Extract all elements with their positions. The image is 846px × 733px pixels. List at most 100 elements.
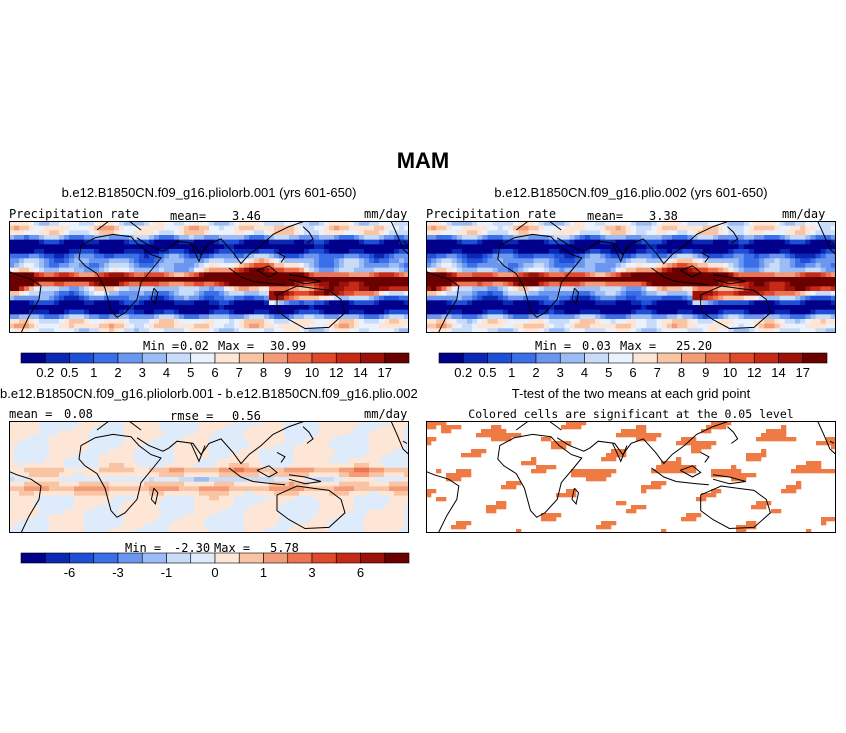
diff-cell xyxy=(159,449,165,455)
diff-cell xyxy=(239,467,245,473)
precip-cell xyxy=(595,235,601,241)
precip-cell xyxy=(754,319,760,325)
precip-cell xyxy=(344,286,350,292)
diff-cell xyxy=(144,421,150,427)
precip-cell xyxy=(723,239,729,245)
diff-cell xyxy=(14,458,20,464)
precip-cell xyxy=(109,300,115,306)
precip-cell xyxy=(574,221,581,227)
precip-cell xyxy=(549,263,555,269)
precip-cell xyxy=(754,253,760,259)
diff-cell xyxy=(179,458,185,464)
diff-cell xyxy=(324,449,330,455)
precip-cell xyxy=(451,235,458,241)
precip-cell xyxy=(502,314,509,320)
precip-cell xyxy=(244,263,250,269)
precip-cell xyxy=(431,253,437,259)
precip-cell xyxy=(249,272,255,278)
precip-cell xyxy=(224,235,230,241)
precip-cell xyxy=(549,272,555,278)
precip-cell xyxy=(605,319,611,325)
precip-cell xyxy=(620,239,627,245)
precip-cell xyxy=(625,258,632,264)
precip-cell xyxy=(364,305,370,311)
precip-cell xyxy=(374,258,380,264)
precip-cell xyxy=(584,309,591,315)
precip-cell xyxy=(641,328,647,334)
precip-cell xyxy=(349,258,355,264)
precip-cell xyxy=(559,239,565,245)
precip-cell xyxy=(374,253,380,259)
precip-cell xyxy=(549,314,555,320)
precip-cell xyxy=(692,309,699,315)
diff-cell xyxy=(194,421,200,427)
diff-cell xyxy=(189,421,195,427)
precip-cell xyxy=(533,281,540,287)
precip-cell xyxy=(399,328,405,334)
precip-cell xyxy=(774,244,781,250)
precip-cell xyxy=(461,235,468,241)
precip-cell xyxy=(399,314,405,320)
precip-cell xyxy=(14,323,20,329)
diff-cell xyxy=(319,458,325,464)
precip-cell xyxy=(204,225,210,231)
precip-cell xyxy=(820,323,827,329)
precip-cell xyxy=(179,267,185,273)
precip-cell xyxy=(574,239,581,245)
precip-cell xyxy=(54,305,60,311)
precip-cell xyxy=(119,258,125,264)
precip-cell xyxy=(600,235,606,241)
precip-cell xyxy=(584,295,591,301)
precip-cell xyxy=(309,328,315,334)
precip-cell xyxy=(174,305,180,311)
precip-cell xyxy=(134,249,140,255)
diff-cell xyxy=(194,430,200,436)
precip-cell xyxy=(661,272,668,278)
diff-cell xyxy=(44,439,50,445)
precip-cell xyxy=(769,230,775,236)
precip-cell xyxy=(219,267,225,273)
precip-cell xyxy=(513,319,519,325)
precip-cell xyxy=(687,281,693,287)
diff-cell xyxy=(334,421,340,427)
precip-cell xyxy=(830,235,837,241)
precip-cell xyxy=(467,263,473,269)
precip-cell xyxy=(404,291,410,297)
precip-cell xyxy=(284,295,290,301)
precip-cell xyxy=(810,277,816,283)
panel1-left-label: Precipitation rate xyxy=(9,207,140,221)
precip-cell xyxy=(625,319,632,325)
diff-cell xyxy=(179,425,185,431)
diff-cell xyxy=(59,439,65,445)
precip-cell xyxy=(394,328,400,334)
diff-cell xyxy=(184,453,190,459)
precip-cell xyxy=(309,309,315,315)
precip-cell xyxy=(379,314,385,320)
diff-cell xyxy=(379,430,385,436)
precip-cell xyxy=(74,225,80,231)
diff-cell xyxy=(174,463,180,469)
precip-cell xyxy=(129,281,135,287)
precip-cell xyxy=(615,295,622,301)
precip-cell xyxy=(451,258,458,264)
precip-cell xyxy=(543,272,550,278)
diff-cell xyxy=(329,472,335,478)
precip-cell xyxy=(554,263,560,269)
precip-cell xyxy=(518,225,524,231)
precip-cell xyxy=(234,272,240,278)
precip-cell xyxy=(508,319,514,325)
precip-cell xyxy=(44,328,50,334)
precip-cell xyxy=(234,258,240,264)
diff-cell xyxy=(384,472,390,478)
diff-cell xyxy=(99,421,105,427)
precip-cell xyxy=(656,328,663,334)
precip-cell xyxy=(692,267,699,273)
precip-cell xyxy=(109,309,115,315)
diff-cell xyxy=(369,430,375,436)
precip-cell xyxy=(615,239,622,245)
precip-cell xyxy=(518,263,524,269)
precip-cell xyxy=(446,253,453,259)
precip-cell xyxy=(199,295,205,301)
precip-cell xyxy=(595,291,601,297)
precip-cell xyxy=(144,314,150,320)
